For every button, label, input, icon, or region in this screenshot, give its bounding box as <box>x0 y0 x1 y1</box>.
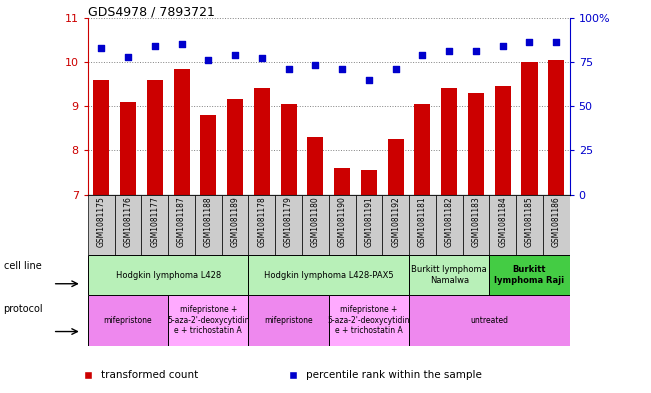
Text: mifepristone +
5-aza-2'-deoxycytidin
e + trichostatin A: mifepristone + 5-aza-2'-deoxycytidin e +… <box>327 305 410 335</box>
Point <box>203 57 214 63</box>
Text: Burkitt lymphoma
Namalwa: Burkitt lymphoma Namalwa <box>411 265 487 285</box>
Bar <box>302 195 329 255</box>
Bar <box>355 195 382 255</box>
Bar <box>254 88 270 195</box>
Point <box>256 55 267 61</box>
Text: GSM1081180: GSM1081180 <box>311 196 320 247</box>
Point <box>310 62 320 68</box>
Text: GSM1081189: GSM1081189 <box>230 196 240 247</box>
Text: GSM1081176: GSM1081176 <box>124 196 133 247</box>
Point <box>391 66 401 72</box>
Bar <box>120 102 136 195</box>
Bar <box>382 195 409 255</box>
Text: percentile rank within the sample: percentile rank within the sample <box>306 370 482 380</box>
Text: transformed count: transformed count <box>101 370 198 380</box>
Bar <box>495 86 511 195</box>
Point <box>497 43 508 49</box>
Bar <box>281 104 297 195</box>
Bar <box>463 195 490 255</box>
Point <box>471 48 481 54</box>
Point <box>230 51 240 58</box>
Text: Hodgkin lymphoma L428-PAX5: Hodgkin lymphoma L428-PAX5 <box>264 271 394 279</box>
Text: GSM1081183: GSM1081183 <box>471 196 480 247</box>
Bar <box>409 295 570 346</box>
Point <box>524 39 534 46</box>
Bar <box>361 170 377 195</box>
Text: Burkitt
lymphoma Raji: Burkitt lymphoma Raji <box>494 265 564 285</box>
Text: GSM1081178: GSM1081178 <box>257 196 266 247</box>
Bar <box>329 195 355 255</box>
Bar <box>146 79 163 195</box>
Text: cell line: cell line <box>3 261 41 272</box>
Text: GSM1081175: GSM1081175 <box>97 196 105 247</box>
Point <box>444 48 454 54</box>
Bar <box>490 195 516 255</box>
Text: mifepristone: mifepristone <box>104 316 152 325</box>
Bar <box>516 195 543 255</box>
Text: mifepristone: mifepristone <box>264 316 313 325</box>
Bar <box>93 79 109 195</box>
Bar <box>88 295 168 346</box>
Bar <box>249 255 409 295</box>
Bar <box>409 255 490 295</box>
Bar <box>201 115 216 195</box>
Text: GSM1081181: GSM1081181 <box>418 196 427 247</box>
Text: GSM1081179: GSM1081179 <box>284 196 293 247</box>
Text: GSM1081186: GSM1081186 <box>552 196 561 247</box>
Bar <box>249 295 329 346</box>
Point <box>337 66 348 72</box>
Text: GSM1081184: GSM1081184 <box>498 196 507 247</box>
Bar <box>387 139 404 195</box>
Text: protocol: protocol <box>3 304 43 314</box>
Point <box>176 41 187 47</box>
Point <box>417 51 428 58</box>
Point <box>364 76 374 83</box>
Bar <box>436 195 463 255</box>
Bar <box>543 195 570 255</box>
Text: untreated: untreated <box>470 316 508 325</box>
Text: GSM1081182: GSM1081182 <box>445 196 454 247</box>
Text: GSM1081177: GSM1081177 <box>150 196 159 247</box>
Bar <box>168 195 195 255</box>
Bar <box>490 255 570 295</box>
Bar <box>441 88 457 195</box>
Text: GSM1081188: GSM1081188 <box>204 196 213 247</box>
Bar <box>88 195 115 255</box>
Bar <box>275 195 302 255</box>
Text: GSM1081191: GSM1081191 <box>365 196 374 247</box>
Text: GSM1081190: GSM1081190 <box>338 196 346 247</box>
Bar <box>168 295 249 346</box>
Text: GSM1081187: GSM1081187 <box>177 196 186 247</box>
Text: Hodgkin lymphoma L428: Hodgkin lymphoma L428 <box>115 271 221 279</box>
Bar <box>115 195 141 255</box>
Point <box>96 44 107 51</box>
Bar <box>88 255 249 295</box>
Bar <box>174 68 189 195</box>
Bar <box>249 195 275 255</box>
Text: GSM1081185: GSM1081185 <box>525 196 534 247</box>
Bar <box>548 60 564 195</box>
Bar <box>334 168 350 195</box>
Bar <box>329 295 409 346</box>
Bar <box>195 195 222 255</box>
Point <box>123 53 133 60</box>
Point <box>283 66 294 72</box>
Text: GDS4978 / 7893721: GDS4978 / 7893721 <box>88 6 215 19</box>
Bar <box>141 195 168 255</box>
Bar <box>521 62 538 195</box>
Bar <box>307 137 324 195</box>
Point <box>551 39 561 46</box>
Text: mifepristone +
5-aza-2'-deoxycytidin
e + trichostatin A: mifepristone + 5-aza-2'-deoxycytidin e +… <box>167 305 249 335</box>
Bar <box>222 195 249 255</box>
Bar <box>415 104 430 195</box>
Bar <box>409 195 436 255</box>
Text: GSM1081192: GSM1081192 <box>391 196 400 247</box>
Bar <box>468 93 484 195</box>
Bar <box>227 99 243 195</box>
Point <box>150 43 160 49</box>
